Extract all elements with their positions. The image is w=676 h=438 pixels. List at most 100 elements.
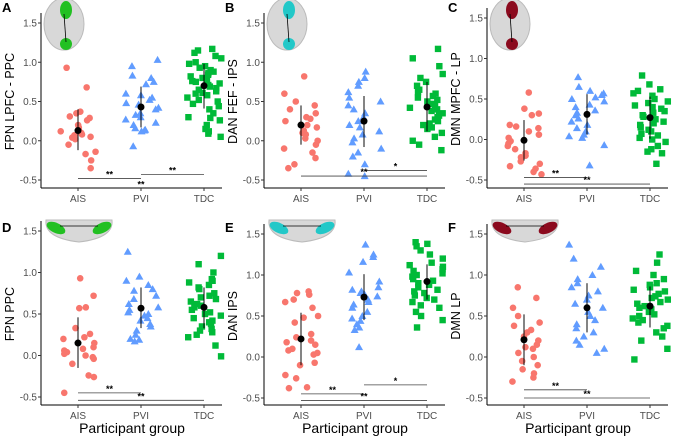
data-point-tdc <box>190 314 197 322</box>
data-point-pvi <box>122 276 131 284</box>
data-point-ais <box>311 102 319 109</box>
data-point-tdc <box>426 251 434 258</box>
data-point-pvi <box>344 101 353 109</box>
data-point-tdc <box>417 302 424 309</box>
data-point-ais <box>86 330 94 338</box>
data-point-pvi <box>348 285 357 293</box>
data-point-ais <box>292 98 300 105</box>
significance-label: ** <box>360 391 368 401</box>
data-point-tdc <box>632 267 640 275</box>
data-point-pvi <box>131 110 140 118</box>
data-point-ais <box>69 360 76 368</box>
brain-shape <box>266 0 308 51</box>
data-point-ais <box>285 384 293 392</box>
data-point-tdc <box>657 298 664 306</box>
data-point-pvi <box>350 134 359 142</box>
data-point-tdc <box>414 88 422 96</box>
data-point-tdc <box>217 353 225 360</box>
data-point-ais <box>82 352 89 359</box>
data-point-ais <box>281 90 288 97</box>
data-point-pvi <box>373 292 382 300</box>
data-point-tdc <box>653 259 661 266</box>
data-point-pvi <box>130 286 139 294</box>
data-point-pvi <box>377 144 386 152</box>
data-point-tdc <box>655 290 662 298</box>
brain-region <box>269 221 289 235</box>
data-point-pvi <box>348 303 357 311</box>
mean-point <box>583 110 591 118</box>
data-point-tdc <box>658 105 665 112</box>
data-point-tdc <box>187 73 194 80</box>
data-point-tdc <box>660 325 667 332</box>
data-point-tdc <box>634 87 642 95</box>
data-point-pvi <box>348 314 357 322</box>
data-point-pvi <box>589 328 598 336</box>
mean-point <box>297 335 305 343</box>
mean-point <box>74 339 82 347</box>
data-point-pvi <box>153 55 162 63</box>
brain-region <box>60 1 72 19</box>
brain-region <box>283 38 295 50</box>
brain-region <box>492 221 512 235</box>
data-point-ais <box>511 145 519 153</box>
data-point-tdc <box>654 132 662 139</box>
data-point-pvi <box>348 138 357 146</box>
data-point-tdc <box>204 92 211 99</box>
data-point-tdc <box>438 129 446 137</box>
mean-point <box>360 293 368 301</box>
data-point-tdc <box>417 312 425 320</box>
data-point-tdc <box>434 96 441 104</box>
data-point-tdc <box>636 134 643 142</box>
data-point-pvi <box>376 97 385 105</box>
data-point-ais <box>517 158 525 165</box>
data-point-ais <box>535 131 543 138</box>
data-point-pvi <box>600 97 609 105</box>
data-point-tdc <box>185 279 193 286</box>
data-point-tdc <box>649 103 656 111</box>
data-point-tdc <box>431 133 439 141</box>
data-point-ais <box>522 343 529 351</box>
y-tick-label: 0.0 <box>469 353 483 364</box>
brain-shape <box>489 0 531 51</box>
data-point-pvi <box>135 335 144 343</box>
data-point-pvi <box>369 252 378 260</box>
y-tick-label: 0.0 <box>23 351 37 362</box>
significance-label: ** <box>552 169 560 179</box>
data-point-pvi <box>574 114 583 122</box>
data-point-pvi <box>571 103 580 111</box>
data-point-ais <box>521 105 528 113</box>
data-point-pvi <box>124 300 133 308</box>
data-point-pvi <box>567 283 576 291</box>
data-point-tdc <box>638 72 646 79</box>
data-point-ais <box>83 117 91 124</box>
data-point-tdc <box>421 289 428 297</box>
data-point-ais <box>280 145 288 152</box>
data-point-tdc <box>197 294 205 301</box>
data-point-pvi <box>350 325 359 333</box>
data-point-tdc <box>428 124 435 131</box>
data-point-ais <box>66 113 74 120</box>
data-point-ais <box>538 171 545 178</box>
data-point-tdc <box>191 49 198 57</box>
mean-point <box>646 302 654 310</box>
data-point-pvi <box>142 80 151 88</box>
data-point-ais <box>87 164 94 172</box>
data-point-tdc <box>431 296 438 303</box>
data-point-pvi <box>571 299 580 307</box>
x-tick-label: TDC <box>640 194 661 205</box>
data-point-pvi <box>149 77 158 85</box>
mean-point <box>423 278 431 286</box>
x-tick-label: AIS <box>516 411 532 422</box>
data-point-ais <box>307 337 315 344</box>
data-point-pvi <box>127 62 136 70</box>
data-point-tdc <box>651 311 658 318</box>
brain-inset-icon <box>491 219 559 243</box>
data-point-tdc <box>415 280 422 287</box>
data-point-ais <box>530 374 537 381</box>
data-point-ais <box>305 291 313 298</box>
brain-region <box>506 1 518 19</box>
data-point-tdc <box>650 120 657 127</box>
data-point-pvi <box>354 81 363 89</box>
significance-label: ** <box>583 175 591 185</box>
